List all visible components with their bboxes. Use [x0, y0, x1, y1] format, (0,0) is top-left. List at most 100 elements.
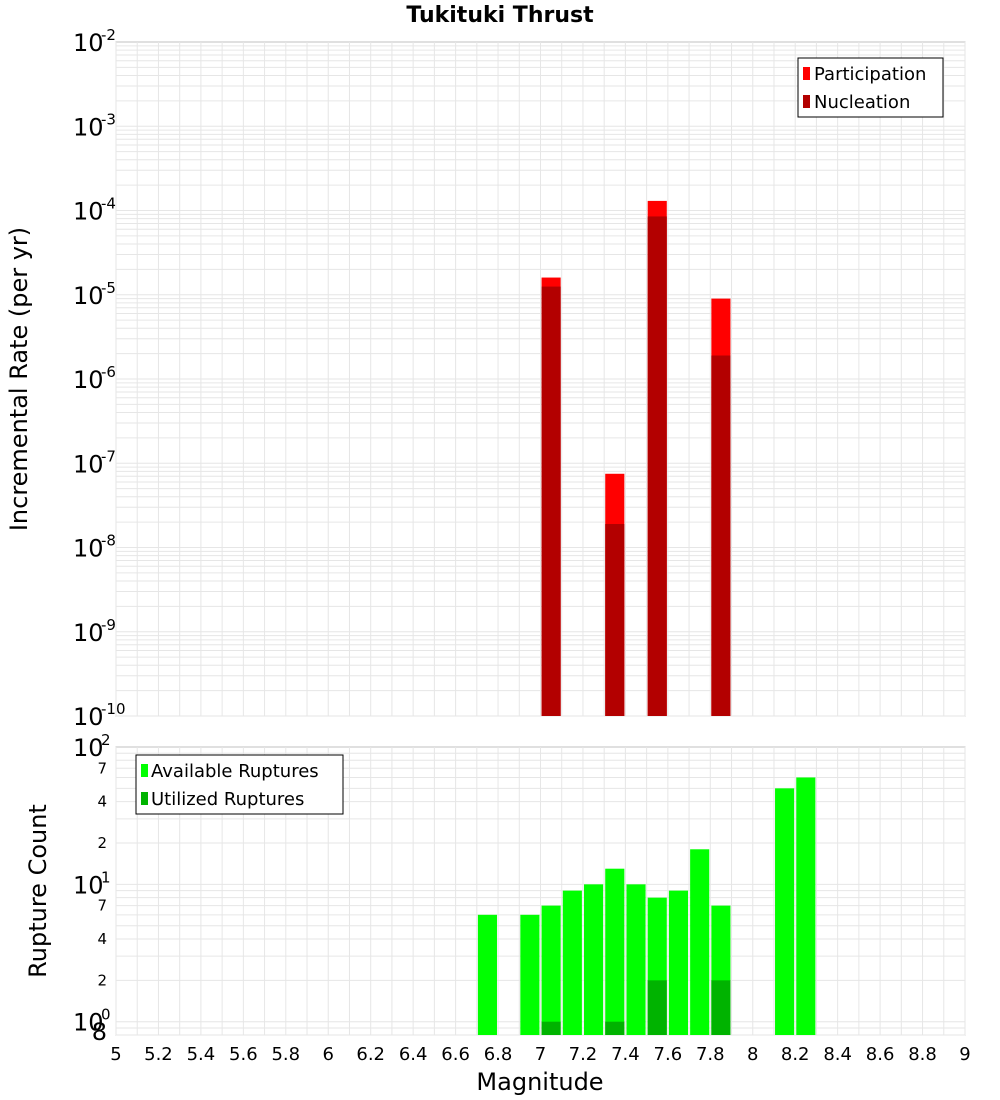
legend-label-utilized: Utilized Ruptures	[151, 789, 304, 810]
y-tick-label: 10-10	[73, 700, 126, 731]
x-tick-label: 5.4	[187, 1044, 216, 1065]
bottom-bars	[477, 777, 816, 1035]
y-tick-label: 100	[73, 1006, 111, 1037]
bottom-legend-box	[135, 754, 344, 815]
y-minor-tick-label: 2	[97, 834, 107, 852]
y-minor-tick-label: 4	[97, 930, 107, 948]
top-legend: Participation Nucleation	[797, 57, 944, 118]
bar-utilized-ruptures	[647, 980, 667, 1035]
y-tick-exponent: -7	[101, 447, 116, 465]
bar-available-ruptures	[796, 777, 816, 1035]
bar-available-ruptures	[477, 914, 497, 1035]
x-axis-label: Magnitude	[476, 1068, 603, 1096]
bar-available-ruptures	[562, 890, 582, 1035]
legend-swatch-nucleation	[803, 95, 810, 108]
legend-label-available: Available Ruptures	[151, 761, 319, 782]
x-tick-label: 8.6	[866, 1044, 895, 1065]
x-tick-label: 5.8	[271, 1044, 300, 1065]
y-tick-exponent: -2	[101, 26, 116, 44]
top-y-axis-label: Incremental Rate (per yr)	[5, 227, 33, 531]
y-tick-base: 10	[73, 619, 104, 647]
x-tick-label: 5.6	[229, 1044, 258, 1065]
y-minor-tick-label: 7	[97, 759, 107, 777]
bar-available-ruptures	[668, 890, 689, 1035]
x-tick-label: 7.2	[569, 1044, 598, 1065]
x-tick-label: 5.2	[144, 1044, 173, 1065]
y-tick-exponent: -9	[101, 616, 116, 634]
y-tick-label: 10-6	[73, 363, 116, 394]
x-tick-label: 6	[323, 1044, 334, 1065]
top-gridlines	[115, 42, 966, 717]
y-tick-base: 10	[73, 703, 104, 731]
top-bars	[541, 200, 731, 716]
x-tick-label: 6.4	[399, 1044, 428, 1065]
x-tick-label: 6.2	[356, 1044, 385, 1065]
x-tick-label: 8.8	[908, 1044, 937, 1065]
y-tick-exponent: 0	[101, 1006, 111, 1024]
bar-available-ruptures	[520, 914, 540, 1035]
y-tick-base: 10	[73, 366, 104, 394]
bar-utilized-ruptures	[605, 1021, 625, 1035]
bar-available-ruptures	[605, 868, 625, 1035]
bar-available-ruptures	[584, 884, 604, 1035]
y-tick-exponent: -10	[101, 700, 126, 718]
y-tick-base: 10	[73, 871, 104, 899]
y-tick-label: 102	[73, 731, 111, 762]
y-minor-tick-label: 4	[97, 793, 107, 811]
top-y-tick-labels: 10-210-310-410-510-610-710-810-910-10	[73, 26, 126, 731]
y-tick-exponent: 2	[101, 731, 111, 749]
y-tick-base: 10	[73, 282, 104, 310]
bar-nucleation	[541, 286, 561, 716]
bottom-legend: Available Ruptures Utilized Ruptures	[135, 754, 344, 815]
y-tick-exponent: 1	[101, 868, 111, 886]
bar-available-ruptures	[775, 788, 795, 1035]
bar-available-ruptures	[690, 849, 710, 1035]
y-tick-label: 10-4	[73, 195, 116, 226]
y-tick-label: 101	[73, 868, 111, 899]
bar-nucleation	[605, 524, 625, 716]
y-tick-exponent: -5	[101, 279, 116, 297]
y-tick-label: 10-7	[73, 447, 116, 478]
x-tick-labels: 5 5.2 5.4 5.6 5.8 6 6.2 6.4 6.6 6.8 7 7.2 7.4 7.6 7.8 8…	[110, 1044, 970, 1065]
y-tick-base: 10	[73, 113, 104, 141]
bar-available-ruptures	[541, 905, 561, 1035]
y-tick-base: 10	[73, 535, 104, 563]
x-tick-label: 9	[959, 1044, 970, 1065]
x-tick-label: 7.8	[696, 1044, 725, 1065]
bar-utilized-ruptures	[541, 1021, 561, 1035]
chart-title: Tukituki Thrust	[406, 3, 594, 28]
bar-nucleation	[711, 355, 731, 716]
x-tick-label: 8.4	[823, 1044, 852, 1065]
x-tick-label: 8	[747, 1044, 758, 1065]
y-minor-tick-label: 7	[97, 897, 107, 915]
y-tick-label: 10-3	[73, 110, 116, 141]
top-legend-box	[797, 57, 944, 118]
bottom-y-axis-label: Rupture Count	[24, 804, 52, 978]
bar-nucleation	[647, 216, 667, 716]
x-tick-label: 7.6	[654, 1044, 683, 1065]
y-tick-exponent: -8	[101, 532, 116, 550]
legend-swatch-participation	[803, 67, 810, 80]
y-tick-label: 10-9	[73, 616, 116, 647]
x-tick-label: 5	[110, 1044, 121, 1065]
y-tick-base: 10	[73, 1009, 104, 1037]
y-tick-base: 10	[73, 450, 104, 478]
y-tick-exponent: -6	[101, 363, 116, 381]
y-tick-base: 10	[73, 198, 104, 226]
legend-label-nucleation: Nucleation	[814, 92, 910, 113]
y-tick-label: 10-5	[73, 279, 116, 310]
y-minor-tick-label: 2	[97, 971, 107, 989]
legend-swatch-utilized	[141, 792, 148, 805]
x-tick-label: 6.8	[484, 1044, 513, 1065]
x-tick-label: 6.6	[441, 1044, 470, 1065]
bar-utilized-ruptures	[711, 980, 731, 1035]
legend-label-participation: Participation	[814, 64, 926, 85]
y-minor-tick-label: 8	[92, 1018, 107, 1046]
x-tick-label: 7.4	[611, 1044, 640, 1065]
y-tick-label: 10-8	[73, 532, 116, 563]
legend-swatch-available	[141, 764, 148, 777]
y-tick-exponent: -3	[101, 110, 116, 128]
x-tick-label: 8.2	[781, 1044, 810, 1065]
